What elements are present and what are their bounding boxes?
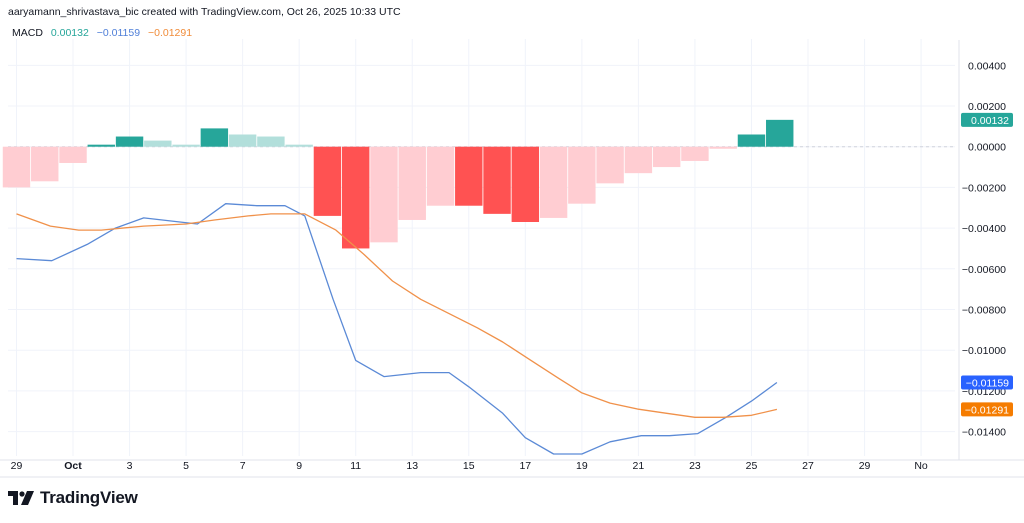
macd-chart[interactable]: 0.00400 0.00200 0.00000 −0.00200 −0.00400 −0.… [0, 0, 1024, 478]
histogram-bar [200, 128, 229, 147]
time-axis-tick-label: 29 [859, 460, 871, 472]
histogram-bar [652, 146, 681, 168]
tradingview-logo[interactable]: TradingView [8, 488, 138, 508]
time-axis[interactable]: 29 Oct 3 5 7 9 11 13 15 17 19 21 23 25 27 29 No [11, 460, 928, 472]
price-label-background [961, 375, 1013, 390]
price-label-background [961, 402, 1013, 417]
price-axis-tick-label: −0.00400 [962, 223, 1006, 235]
histogram-bar [737, 134, 766, 147]
time-axis-tick-label: 23 [689, 460, 701, 472]
histogram-bar [31, 146, 59, 182]
price-label-text: 0.00132 [971, 115, 1009, 127]
time-axis-tick-label: 25 [746, 460, 758, 472]
histogram-bar [455, 146, 483, 206]
price-axis-tick-label: −0.00200 [962, 182, 1006, 194]
histogram-bar [172, 144, 200, 147]
price-axis-tick-label: −0.00600 [962, 264, 1006, 276]
legend-signal-value: −0.01291 [147, 27, 193, 39]
indicator-legend[interactable]: MACD 0.00132 −0.01159 −0.01291 [12, 27, 192, 39]
time-axis-tick-label: 13 [406, 460, 418, 472]
price-axis-tick-label: 0.00000 [968, 142, 1006, 154]
histogram-bar [144, 140, 172, 147]
macd-line [16, 203, 778, 455]
time-axis-tick-label: 5 [183, 460, 189, 472]
price-axis-tick-label: −0.01000 [962, 345, 1006, 357]
price-labels: 0.00132 −0.01159 −0.01291 [961, 112, 1013, 417]
legend-indicator-name: MACD [12, 27, 43, 39]
chart-attribution: aaryamann_shrivastava_bic created with T… [8, 6, 401, 18]
time-axis-tick-label: 3 [127, 460, 133, 472]
histogram-bar [115, 136, 144, 147]
tradingview-logo-icon [8, 491, 34, 505]
histogram-bars [2, 119, 794, 249]
legend-macd-value: −0.01159 [96, 27, 141, 39]
macd-price-label: −0.01159 [961, 375, 1013, 390]
histogram-bar [568, 146, 596, 204]
signal-line [16, 213, 778, 418]
histogram-bar [341, 146, 370, 249]
time-axis-tick-label: 21 [633, 460, 645, 472]
histogram-bar [766, 119, 794, 147]
histogram-bar [370, 146, 398, 243]
time-axis-tick-label: 17 [519, 460, 531, 472]
time-axis-tick-label: Oct [64, 460, 82, 472]
histogram-bar [511, 146, 540, 222]
time-axis-tick-label: 9 [296, 460, 302, 472]
time-axis-tick-label: 29 [11, 460, 23, 472]
legend-histogram-value: 0.00132 [50, 27, 89, 39]
histogram-bar [539, 146, 568, 218]
histogram-bar [228, 134, 257, 147]
histogram-bar [709, 146, 737, 149]
time-axis-tick-label: 27 [802, 460, 814, 472]
histogram-bar [681, 146, 709, 161]
histogram-bar [398, 146, 426, 220]
histogram-bar [257, 136, 285, 147]
price-axis-tick-label: 0.00400 [968, 60, 1006, 72]
histogram-price-label: 0.00132 [961, 112, 1013, 127]
histogram-bar [285, 144, 313, 147]
histogram-bar [313, 146, 342, 216]
time-axis-tick-label: 7 [240, 460, 246, 472]
price-axis-tick-label: −0.00800 [962, 304, 1006, 316]
histogram-bar [87, 144, 115, 147]
histogram-bar [624, 146, 653, 174]
signal-price-label: −0.01291 [961, 402, 1013, 417]
tradingview-brand-text: TradingView [40, 488, 138, 507]
indicator-lines [16, 203, 778, 455]
time-axis-tick-label: No [914, 460, 928, 472]
histogram-bar [596, 146, 624, 184]
grid-lines [0, 39, 1024, 478]
price-axis-tick-label: 0.00200 [968, 101, 1006, 113]
price-label-background [961, 112, 1013, 127]
price-axis[interactable]: 0.00400 0.00200 0.00000 −0.00200 −0.00400 −0.… [962, 60, 1006, 438]
price-label-text: −0.01291 [965, 404, 1009, 416]
time-axis-tick-label: 11 [350, 460, 361, 472]
price-axis-tick-label: −0.01400 [962, 427, 1006, 439]
histogram-bar [426, 146, 455, 206]
time-axis-tick-label: 19 [576, 460, 588, 472]
histogram-bar [59, 146, 87, 163]
price-label-text: −0.01159 [966, 378, 1009, 390]
histogram-bar [483, 146, 511, 214]
time-axis-tick-label: 15 [463, 460, 475, 472]
histogram-bar [2, 146, 31, 188]
